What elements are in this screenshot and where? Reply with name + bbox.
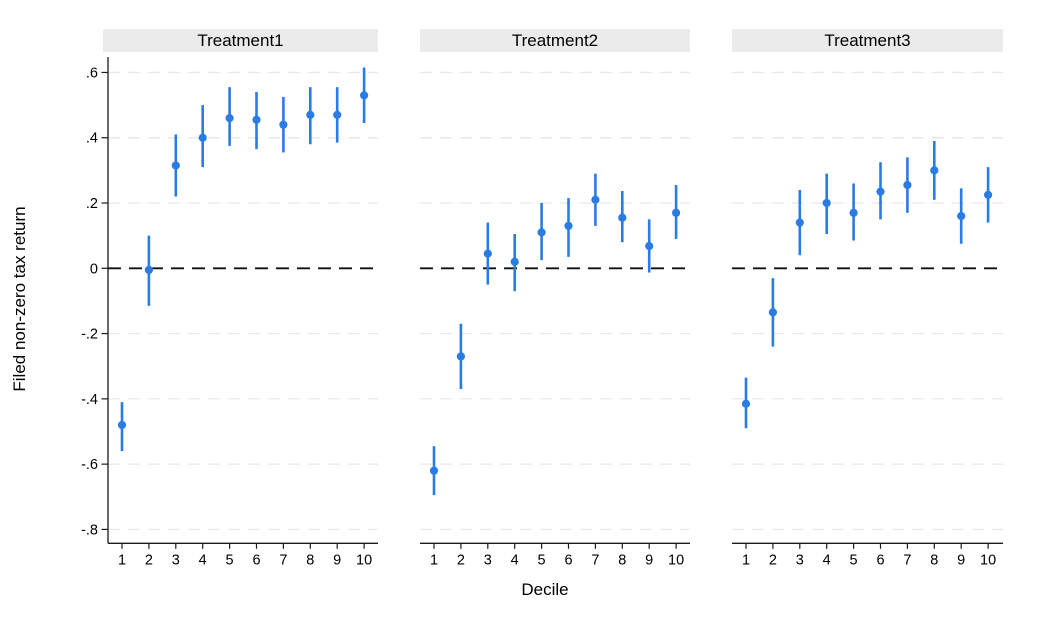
panel-header-treatment1: Treatment1 <box>103 29 378 52</box>
x-tick-label: 4 <box>823 552 831 568</box>
data-point <box>564 221 573 230</box>
x-tick-label: 3 <box>484 552 492 568</box>
x-tick-label: 7 <box>903 552 911 568</box>
data-point <box>849 208 858 217</box>
x-tick-label: 4 <box>511 552 519 568</box>
data-point <box>957 211 966 221</box>
data-point <box>456 352 465 361</box>
x-tick-label: 3 <box>172 552 180 568</box>
x-tick-label: 5 <box>538 552 546 568</box>
x-tick-label: 2 <box>769 552 777 568</box>
y-tick-label: -.8 <box>81 522 98 538</box>
y-tick-label: .2 <box>86 196 98 212</box>
data-point <box>252 115 261 124</box>
x-tick-label: 6 <box>876 552 884 568</box>
data-point <box>876 187 885 196</box>
x-tick-label: 9 <box>957 552 965 568</box>
data-point <box>537 228 546 237</box>
data-point <box>144 265 153 275</box>
x-tick-label: 7 <box>279 552 287 568</box>
panel-header-treatment2: Treatment2 <box>420 29 690 52</box>
x-tick-label: 3 <box>796 552 804 568</box>
data-point <box>645 242 654 251</box>
data-point <box>483 249 492 258</box>
y-tick-label: 0 <box>90 261 98 277</box>
data-point <box>903 180 912 190</box>
x-tick-label: 1 <box>430 552 438 568</box>
x-tick-label: 5 <box>226 552 234 568</box>
y-tick-label: .4 <box>86 131 98 147</box>
x-tick-label: 7 <box>591 552 599 568</box>
y-tick-label: -.6 <box>81 457 98 473</box>
data-point <box>225 114 234 123</box>
y-tick-label: -.4 <box>81 392 98 408</box>
data-point <box>984 190 993 199</box>
panel-header-treatment3: Treatment3 <box>732 29 1003 52</box>
y-tick-label: .6 <box>86 65 98 81</box>
x-tick-label: 6 <box>252 552 260 568</box>
data-point <box>591 195 600 204</box>
data-point <box>795 218 804 227</box>
x-tick-label: 4 <box>199 552 207 568</box>
y-axis: .6 .4 .2 0 -.2 -.4 -.6 -.8 <box>81 57 109 544</box>
x-tick-label: 9 <box>333 552 341 568</box>
x-tick-label: 5 <box>850 552 858 568</box>
data-point <box>306 110 315 119</box>
data-point <box>279 120 288 129</box>
data-point <box>618 213 627 222</box>
x-tick-label: 10 <box>980 552 996 568</box>
panel-treatment2: 1 2 3 4 5 6 7 8 9 10 <box>420 71 690 568</box>
data-point <box>429 466 439 475</box>
panel-treatment1: 1 2 3 4 5 6 7 8 9 10 <box>108 67 378 568</box>
x-tick-label: 2 <box>145 552 153 568</box>
data-point <box>930 166 939 175</box>
x-tick-label: 8 <box>306 552 314 568</box>
x-tick-label: 10 <box>668 552 684 568</box>
x-tick-label: 1 <box>118 552 126 568</box>
data-point <box>768 308 778 317</box>
data-point <box>822 198 831 208</box>
data-point <box>741 399 751 408</box>
x-tick-label: 9 <box>645 552 653 568</box>
data-point <box>117 420 127 430</box>
data-point <box>171 161 180 170</box>
data-point <box>510 257 519 266</box>
x-axis-title: Decile <box>521 580 569 599</box>
y-tick-label: -.2 <box>81 327 98 343</box>
data-point <box>198 133 207 142</box>
data-point <box>360 91 369 100</box>
data-point <box>672 208 681 217</box>
x-tick-label: 2 <box>457 552 465 568</box>
data-point <box>333 110 342 119</box>
x-tick-label: 1 <box>742 552 750 568</box>
x-tick-label: 8 <box>618 552 626 568</box>
x-tick-label: 10 <box>356 552 372 568</box>
x-tick-label: 6 <box>564 552 572 568</box>
x-tick-label: 8 <box>930 552 938 568</box>
panel-treatment3: 1 2 3 4 5 6 7 8 9 10 <box>732 71 1003 568</box>
